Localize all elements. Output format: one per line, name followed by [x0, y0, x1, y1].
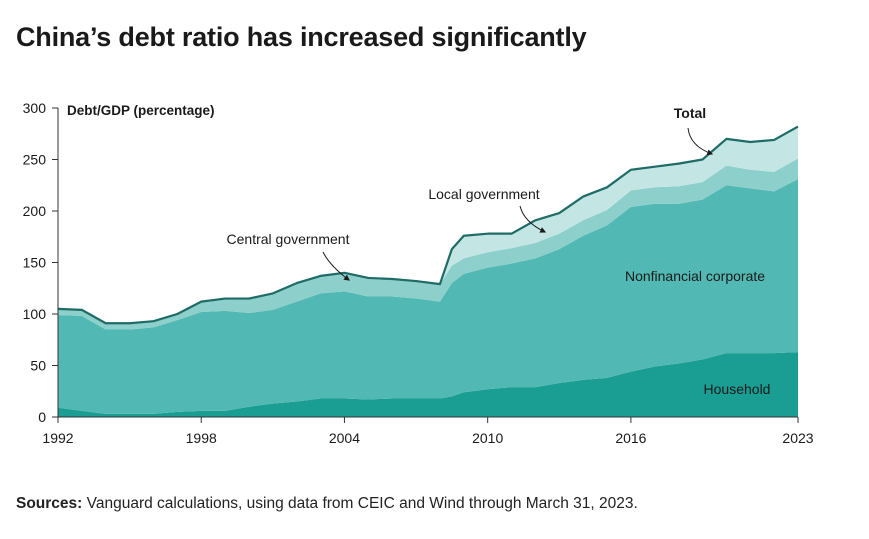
x-tick-label: 1992 — [42, 430, 73, 446]
annotation-central-government: Central government — [227, 231, 350, 247]
annotations: Total Local government Central government N… — [227, 105, 771, 397]
x-tick-label: 2010 — [472, 430, 503, 446]
area-household — [58, 352, 798, 417]
y-tick-label: 100 — [23, 306, 47, 322]
annotation-arrow-local-government — [519, 205, 547, 233]
area-local-government — [58, 126, 798, 324]
axes: 0 50 100 150 200 250 300 1992 1998 2004 2010 2016 20… — [23, 100, 814, 446]
y-tick-label: 200 — [23, 203, 47, 219]
chart-title: China’s debt ratio has increased signifi… — [16, 22, 587, 52]
y-axis-label: Debt/GDP (percentage) — [67, 103, 215, 118]
sources-note: Sources: Vanguard calculations, using da… — [16, 495, 638, 513]
sources-text: Vanguard calculations, using data from C… — [82, 495, 638, 512]
x-tick-label: 2016 — [615, 430, 646, 446]
y-tick-label: 0 — [38, 409, 46, 425]
y-tick-label: 300 — [23, 100, 47, 116]
sources-label: Sources: — [16, 495, 83, 512]
y-tick-label: 50 — [30, 358, 46, 374]
x-tick-label: 1998 — [186, 430, 217, 446]
annotation-local-government: Local government — [428, 186, 539, 202]
y-tick-label: 150 — [23, 255, 47, 271]
stacked-areas — [58, 126, 798, 417]
annotation-household: Household — [704, 381, 771, 397]
x-tick-label: 2023 — [782, 430, 813, 446]
area-nonfinancial-corporate — [58, 179, 798, 414]
area-central-government — [58, 158, 798, 330]
annotation-nonfinancial-corporate: Nonfinancial corporate — [625, 268, 765, 284]
x-tick-label: 2004 — [329, 430, 360, 446]
annotation-arrow-total — [687, 127, 714, 156]
annotation-arrow-central-government — [322, 251, 350, 281]
annotation-total: Total — [674, 105, 706, 121]
total-line — [57, 125, 799, 325]
y-tick-label: 250 — [23, 152, 47, 168]
